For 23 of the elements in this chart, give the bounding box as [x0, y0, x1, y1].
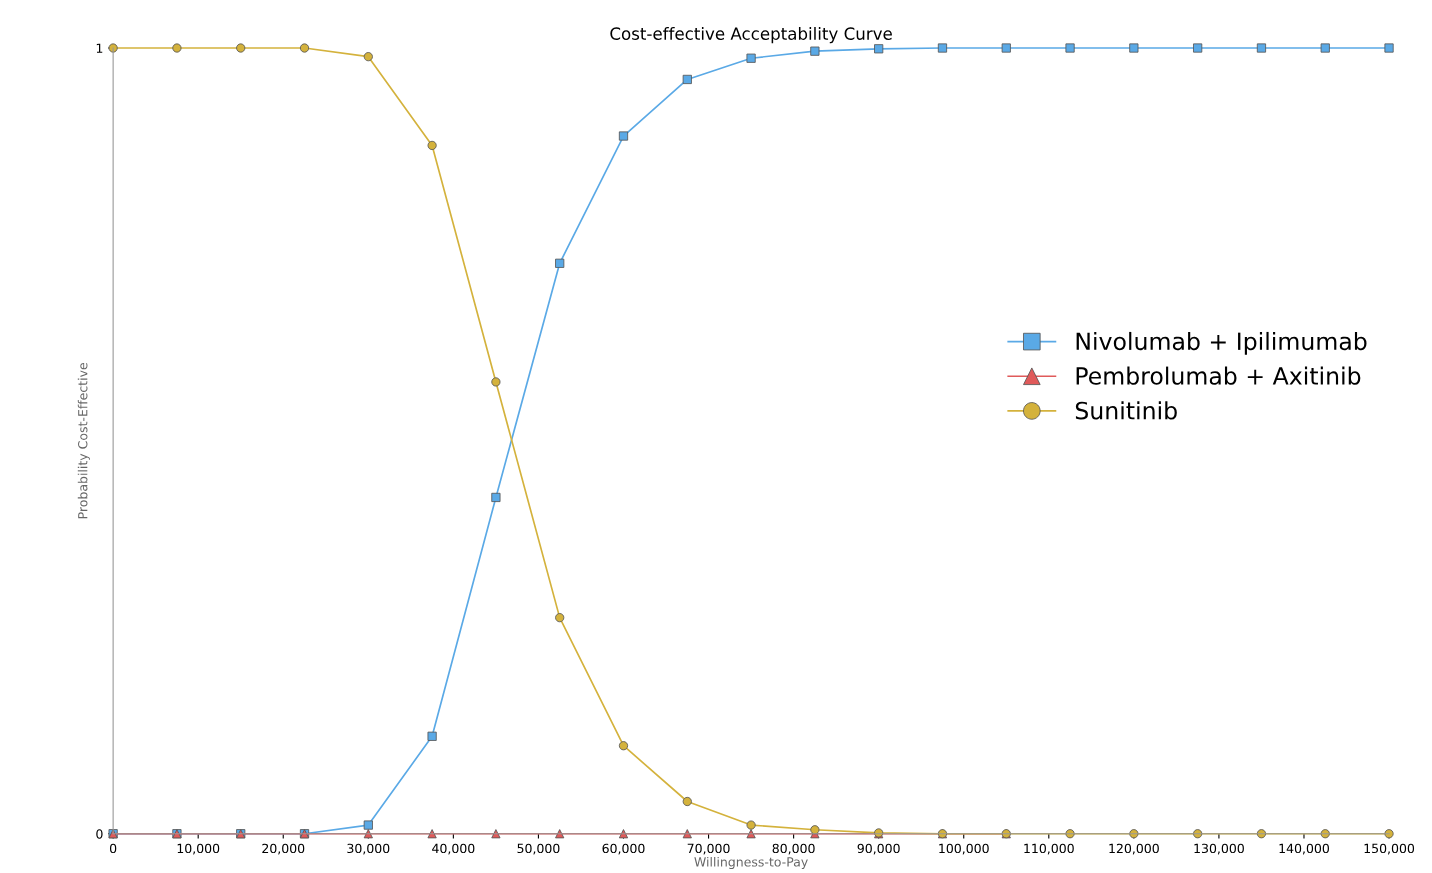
x-tick-label: 50,000	[517, 843, 560, 855]
x-tick-label: 140,000	[1279, 843, 1329, 855]
x-tick-label: 30,000	[347, 843, 390, 855]
x-tick-label: 10,000	[177, 843, 220, 855]
x-axis-title: Willingness-to-Pay	[694, 856, 808, 870]
x-tick-label: 0	[109, 843, 117, 854]
x-tick-label: 70,000	[687, 843, 730, 855]
chart-title: Cost-effective Acceptability Curve	[610, 27, 892, 44]
x-tick-label: 90,000	[857, 843, 900, 855]
legend-label: Sunitinib	[1075, 401, 1177, 420]
x-tick-label: 60,000	[602, 843, 645, 855]
x-tick-label: 120,000	[1109, 843, 1159, 855]
x-tick-label: 100,000	[939, 843, 989, 855]
legend-label: Pembrolumab + Axitinib	[1076, 366, 1361, 385]
x-tick-label: 80,000	[772, 843, 815, 855]
x-tick-label: 110,000	[1024, 843, 1074, 855]
legend-label: Nivolumab + Ipilimumab	[1076, 331, 1367, 355]
x-tick-label: 150,000	[1364, 843, 1415, 855]
y-axis-title: Probability Cost-Effective	[77, 363, 90, 519]
y-tick-label: 1	[96, 43, 103, 53]
x-tick-label: 20,000	[262, 843, 305, 855]
x-tick-label: 40,000	[432, 843, 475, 855]
x-tick-label: 130,000	[1194, 843, 1244, 855]
